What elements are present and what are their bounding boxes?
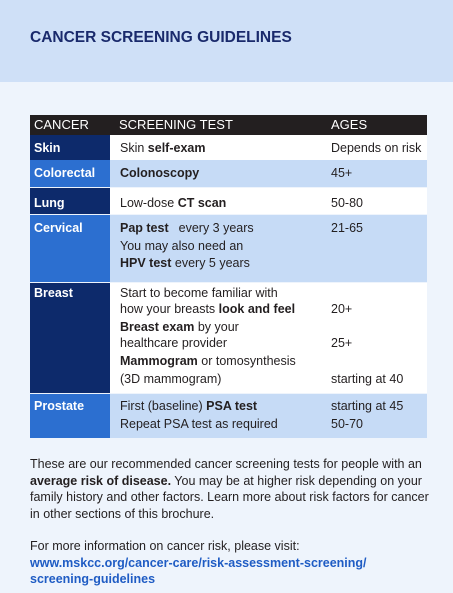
test-text: how your breasts (120, 302, 219, 316)
paragraph-text: You may be at higher risk depending on y… (30, 473, 429, 521)
table-header (30, 115, 427, 135)
cancer-label: Breast (34, 286, 73, 300)
test-text: look and feel (218, 302, 296, 316)
test-line: Repeat PSA test as required (120, 416, 278, 432)
test-line: Breast exam by your (120, 319, 239, 335)
row-label-cell (30, 283, 110, 393)
test-text: or tomosynthesis (197, 354, 296, 368)
test-text: every 5 years (171, 256, 250, 270)
test-line: HPV test every 5 years (120, 255, 250, 271)
test-text: Breast exam (120, 320, 195, 334)
test-text: (3D mammogram) (120, 372, 222, 386)
test-line: Colonoscopy (120, 165, 199, 181)
test-line: Start to become familiar with (120, 285, 278, 301)
age-text: Depends on risk (331, 141, 422, 155)
test-line: (3D mammogram) (120, 371, 221, 387)
test-text: self-exam (147, 141, 206, 155)
test-text: Pap test (120, 221, 169, 235)
test-line: Low-dose CT scan (120, 195, 226, 211)
cancer-label: Cervical (34, 221, 83, 235)
age-text: 20+ (331, 302, 353, 316)
test-text: Skin (120, 141, 148, 155)
title: CANCER SCREENING GUIDELINES (30, 29, 292, 46)
age-text: starting at 45 (331, 399, 404, 413)
cancer-label: Lung (34, 196, 65, 210)
test-line: You may also need an (120, 238, 243, 254)
age-text: 50-80 (331, 196, 363, 210)
test-text: Colonoscopy (120, 166, 200, 180)
test-text: healthcare provider (120, 336, 228, 350)
age-text: 21-65 (331, 221, 363, 235)
age-text: 50-70 (331, 417, 363, 431)
test-text: PSA test (206, 399, 258, 413)
test-text: by your (194, 320, 239, 334)
test-text: Start to become familiar with (120, 286, 278, 300)
row-label-cell (30, 394, 110, 438)
cancer-label: Colorectal (34, 166, 96, 180)
test-line: how your breasts look and feel (120, 301, 295, 317)
row-label-cell (30, 135, 110, 160)
paragraph-text: These are our recommended cancer screeni… (30, 457, 422, 471)
row-cell (110, 188, 427, 214)
test-text: Low-dose (120, 196, 178, 210)
column-header: SCREENING TEST (119, 117, 233, 132)
row-cell (110, 215, 427, 282)
column-header: CANCER (34, 117, 89, 132)
test-text: every 3 years (178, 221, 254, 235)
row-label-cell (30, 160, 110, 187)
cancer-label: Skin (34, 141, 61, 155)
row-cell (110, 283, 427, 393)
test-text: Mammogram (120, 354, 198, 368)
test-line: Mammogram or tomosynthesis (120, 353, 296, 369)
age-text: 45+ (331, 166, 353, 180)
test-text: HPV test (120, 256, 172, 270)
test-text: You may also need an (120, 239, 244, 253)
header-band (0, 0, 453, 82)
column-header: AGES (331, 117, 368, 132)
test-line: healthcare provider (120, 335, 227, 351)
age-text: 25+ (331, 336, 353, 350)
test-line: Skin self-exam (120, 140, 205, 156)
row-label-cell (30, 188, 110, 214)
link[interactable]: screening-guidelines (30, 572, 156, 586)
row-cell (110, 135, 427, 160)
row-label-cell (30, 215, 110, 282)
test-line: First (baseline) PSA test (120, 398, 257, 414)
test-text: Repeat PSA test as required (120, 417, 278, 431)
test-text: First (baseline) (120, 399, 207, 413)
more-info: For more information on cancer risk, ple… (30, 539, 300, 553)
cancer-label: Prostate (34, 399, 85, 413)
paragraph: These are our recommended cancer screeni… (30, 456, 430, 522)
test-text: CT scan (177, 196, 227, 210)
test-line: Pap test every 3 years (120, 220, 254, 236)
age-text: starting at 40 (331, 372, 404, 386)
paragraph-text: average risk of disease. (30, 473, 172, 488)
link[interactable]: www.mskcc.org/cancer-care/risk-assessmen… (30, 556, 367, 570)
row-cell (110, 394, 427, 438)
row-cell (110, 160, 427, 187)
